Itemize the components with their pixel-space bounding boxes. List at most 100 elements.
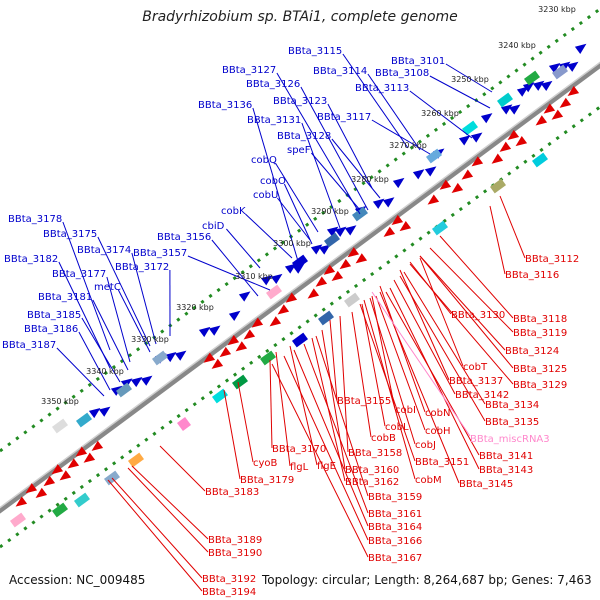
forward-gene-label: BBta_3127 [222,65,276,76]
forward-leader-line [106,276,131,363]
reverse-leader-line [399,269,450,381]
reverse-gene-label: cobH [425,426,450,437]
forward-gene-arrow [238,291,251,302]
forward-leader-line [283,183,313,245]
forward-gene-label: BBta_3108 [375,68,429,79]
reverse-similarity-block [343,292,361,308]
reverse-gene-arrow [227,335,240,346]
forward-leader-line [342,53,409,149]
forward-gene-label: metC [94,282,121,293]
reverse-gene-arrow [315,276,328,287]
reverse-leader-line [363,299,416,480]
forward-similarity-block [461,120,479,136]
forward-leader-line [277,197,311,241]
reverse-leader-line [499,195,526,259]
forward-gene-arrow [310,244,323,255]
reverse-leader-line [375,295,426,431]
reverse-gene-label: BBta_3135 [485,417,539,428]
label-layer: BBta_3115 BBta_3101 BBta_3127 BBta_3114 BBta… [2,46,579,598]
forward-gene-label: cobK [221,206,246,217]
reverse-gene-arrow [35,487,48,498]
reverse-gene-label: BBta_3179 [240,475,294,486]
reverse-gene-label: BBta_3124 [505,346,559,357]
reverse-gene-label: BBta_3164 [368,522,422,533]
reverse-gene-arrow [91,440,104,451]
reverse-leader-line [379,285,426,413]
reverse-gene-label: BBta_3170 [272,444,326,455]
reverse-gene-label: cobB [371,433,396,444]
forward-gene-arrow [334,226,347,237]
reverse-gene-label: cobM [415,475,442,486]
forward-gene-label: BBta_3174 [77,245,131,256]
reverse-gene-arrow [75,446,88,457]
kbp-tick-label: 3350 kbp [41,397,79,406]
kbp-tick-label: 3300 kbp [273,239,311,248]
reverse-gene-label: BBta_3112 [525,254,579,265]
reverse-similarity-block [489,178,507,194]
leader-line-layer [56,53,526,592]
forward-gene-arrow [574,43,587,54]
reverse-similarity-block [231,374,249,390]
reverse-gene-arrow [461,169,474,180]
kbp-tick-label: 3310 kbp [235,272,273,281]
genome-backbone-highlight [0,61,600,509]
forward-gene-arrow [326,226,339,237]
forward-track-dots [0,7,600,453]
forward-leader-line [211,239,259,297]
forward-leader-line [117,289,151,353]
reverse-gene-arrow [567,85,580,96]
misc-rna-label: BBta_miscRNA3 [470,434,550,445]
reverse-gene-arrow [15,496,28,507]
reverse-gene-arrow [59,470,72,481]
forward-gene-arrow [284,263,297,274]
forward-gene-label: BBta_3101 [391,56,445,67]
forward-similarity-block [115,382,133,398]
reverse-gene-label: cyoB [253,458,278,469]
forward-gene-arrow [208,325,221,336]
forward-leader-line [245,213,293,259]
reverse-gene-label: BBta_3155 [337,396,391,407]
forward-gene-arrow [392,177,405,189]
reverse-leader-line [439,235,514,319]
forward-leader-line [445,63,493,93]
reverse-leader-line [283,355,369,541]
reverse-gene-arrow [559,97,572,108]
forward-gene-label: BBta_3186 [24,324,78,335]
reverse-gene-label: BBta_3189 [208,535,262,546]
reverse-leader-line [271,363,369,558]
reverse-gene-arrow [515,135,528,147]
forward-gene-arrow [522,82,535,93]
reverse-gene-label: BBta_3183 [205,487,259,498]
forward-leader-line [92,299,129,371]
forward-gene-arrow [344,225,357,236]
reverse-leader-line [159,445,206,492]
reverse-gene-label: BBta_3166 [368,536,422,547]
reverse-gene-arrow [451,182,464,194]
kbp-tick-label: 3320 kbp [176,303,214,312]
kbp-tick-label: 3290 kbp [311,207,349,216]
reverse-leader-line [399,275,486,422]
reverse-gene-arrow [43,475,56,487]
reverse-gene-arrow [67,458,80,469]
reverse-gene-label: BBta_3134 [485,400,539,411]
forward-leader-line [300,86,369,211]
forward-gene-label: BBta_3182 [4,254,58,265]
reverse-gene-arrow [543,103,556,114]
forward-gene-label: BBta_3113 [355,83,409,94]
reverse-gene-label: BBta_3137 [449,376,503,387]
reverse-gene-arrow [203,352,216,363]
reverse-gene-label: cobI [395,405,416,416]
forward-gene-arrow [566,61,579,72]
forward-leader-line [81,317,121,383]
forward-similarity-block [75,412,93,428]
forward-leader-line [252,107,301,269]
reverse-gene-label: BBta_3125 [513,364,567,375]
reverse-leader-line [361,303,386,427]
reverse-leader-line [403,271,486,405]
reverse-gene-label: BBta_3116 [505,270,559,281]
reverse-gene-label: cobL [385,422,409,433]
reverse-leader-line [223,389,241,480]
reverse-gene-label: flgL [290,462,309,473]
genome-backbone [0,62,600,514]
